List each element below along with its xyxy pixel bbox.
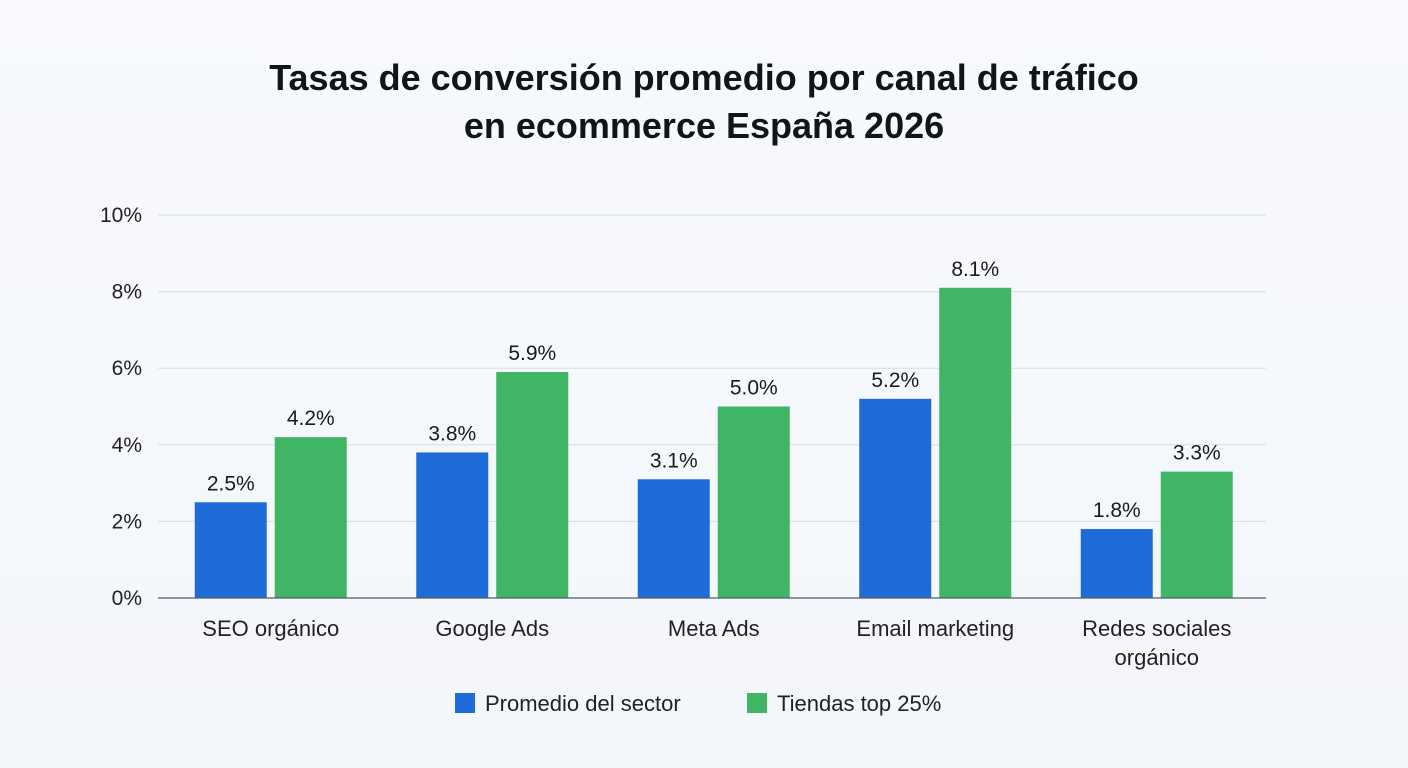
bar-sector-average	[416, 452, 489, 598]
bars	[194, 287, 1233, 598]
x-category-label: SEO orgánico	[202, 616, 339, 641]
y-tick-label: 0%	[112, 587, 142, 610]
y-tick-label: 2%	[112, 510, 142, 533]
x-category-label: orgánico	[1115, 645, 1199, 670]
data-labels: 2.5% 4.2% 3.8% 5.9% 3.1% 5.0% 5.2% 8.1% 1.8% 3.3%	[207, 258, 1221, 522]
chart-title-line: Tasas de conversión promedio por canal d…	[269, 57, 1139, 98]
data-label: 3.8%	[428, 422, 476, 445]
bar-top-stores	[496, 372, 569, 598]
chart-title: Tasas de conversión promedio por canal d…	[269, 57, 1139, 146]
x-category-label: Google Ads	[435, 616, 549, 641]
bar-top-stores	[274, 437, 347, 598]
legend: Promedio del sector Tiendas top 25%	[455, 691, 941, 716]
x-category-label: Redes sociales	[1082, 616, 1231, 641]
bar-sector-average	[859, 398, 932, 598]
y-tick-label: 10%	[100, 204, 142, 227]
x-axis-categories: SEO orgánico Google Ads Meta Ads Email mark…	[202, 616, 1231, 670]
data-label: 5.2%	[871, 369, 919, 392]
x-category-label: Email marketing	[856, 616, 1014, 641]
y-tick-label: 8%	[112, 281, 142, 304]
bar-sector-average	[1080, 529, 1153, 598]
data-label: 3.1%	[650, 449, 698, 472]
data-label: 2.5%	[207, 472, 255, 495]
y-tick-label: 4%	[112, 434, 142, 457]
bar-top-stores	[717, 406, 790, 598]
data-label: 4.2%	[287, 407, 335, 430]
bar-top-stores	[939, 287, 1012, 598]
data-label: 3.3%	[1173, 442, 1221, 465]
data-label: 5.0%	[730, 377, 778, 400]
data-label: 8.1%	[951, 258, 999, 281]
bar-sector-average	[194, 502, 267, 598]
bar-sector-average	[637, 479, 710, 598]
legend-label: Promedio del sector	[485, 691, 681, 716]
data-label: 5.9%	[508, 342, 556, 365]
y-tick-label: 6%	[112, 357, 142, 380]
legend-swatch-top-stores	[747, 693, 767, 713]
chart-title-line: en ecommerce España 2026	[464, 105, 944, 146]
x-category-label: Meta Ads	[668, 616, 760, 641]
y-axis-ticks: 0% 2% 4% 6% 8% 10%	[100, 204, 142, 610]
bar-top-stores	[1160, 471, 1233, 598]
data-label: 1.8%	[1093, 499, 1141, 522]
legend-swatch-sector-average	[455, 693, 475, 713]
legend-label: Tiendas top 25%	[777, 691, 941, 716]
